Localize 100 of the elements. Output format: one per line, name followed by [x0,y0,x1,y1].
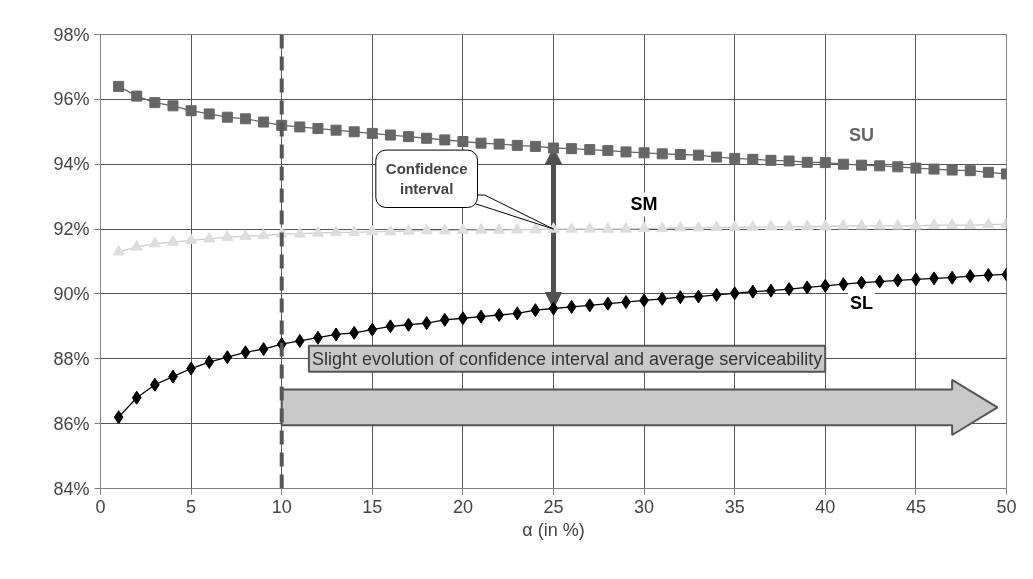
x-tick-label: 35 [724,496,745,517]
point [130,240,143,251]
y-tick-label: 90% [53,283,90,304]
point [403,131,415,143]
point [892,161,904,173]
point [856,159,868,171]
point [837,218,850,230]
y-tick-label: 88% [53,348,90,369]
point [729,286,740,301]
point [747,284,758,299]
y-tick-label: 84% [53,478,90,499]
y-tick-label: 96% [53,89,90,110]
point [148,236,161,248]
point [402,224,415,235]
point [475,223,488,234]
point [511,222,524,234]
point [511,139,523,151]
point [438,223,451,235]
point [367,322,378,337]
point [475,137,487,149]
point [530,303,541,318]
point [656,148,668,160]
point [493,223,506,234]
point [493,138,505,150]
point [873,218,886,230]
x-tick-label: 50 [996,496,1017,517]
point [728,220,741,232]
point [965,269,976,284]
point [456,223,469,235]
point [657,291,668,306]
point [131,90,143,102]
annotation: Confidence interval [385,160,468,198]
point [693,289,704,304]
point [204,355,215,370]
point [856,275,867,290]
point [384,129,396,141]
point [928,218,941,229]
point [222,350,233,365]
point [185,233,198,245]
point [439,312,450,327]
point [167,100,179,112]
point [656,221,669,233]
y-tick-label: 94% [53,154,90,175]
point [113,80,125,92]
point [566,143,578,155]
x-tick-label: 45 [905,496,926,517]
point [366,224,379,236]
point [258,116,270,128]
point [620,146,632,158]
point [783,219,796,231]
point [529,140,541,152]
point [294,121,306,133]
point [982,166,994,178]
point [385,319,396,334]
x-tick-label: 5 [186,496,197,517]
x-tick-label: 20 [452,496,473,517]
point [946,164,958,176]
point [855,218,868,230]
point [638,221,651,233]
point [421,132,433,144]
point [602,145,614,157]
point [692,220,705,232]
point [239,113,251,125]
point [166,235,179,246]
point [892,273,903,288]
point [838,277,849,292]
point [584,298,595,313]
point [565,222,578,233]
y-tick-label: 86% [53,413,90,434]
x-tick-label: 10 [271,496,292,517]
point [384,224,397,236]
x-tick-label: 40 [815,496,836,517]
point [584,144,596,156]
point [312,123,324,135]
point [819,219,832,231]
x-tick-label: 30 [634,496,655,517]
point [366,127,378,139]
point [566,299,577,314]
point [258,342,269,357]
point [729,152,741,164]
point [783,155,795,167]
point [457,136,469,148]
point [548,142,559,154]
series-label: SU [849,125,875,146]
point [601,222,614,233]
point [983,268,994,283]
point [837,158,849,170]
point [910,162,922,174]
point [764,219,777,231]
point [293,227,306,238]
point [185,105,197,117]
point [711,151,723,163]
point [819,157,831,169]
point [801,219,814,231]
point [765,154,777,166]
point [711,287,722,302]
point [112,244,125,256]
point [619,222,632,233]
point [874,160,886,172]
point [891,218,904,230]
